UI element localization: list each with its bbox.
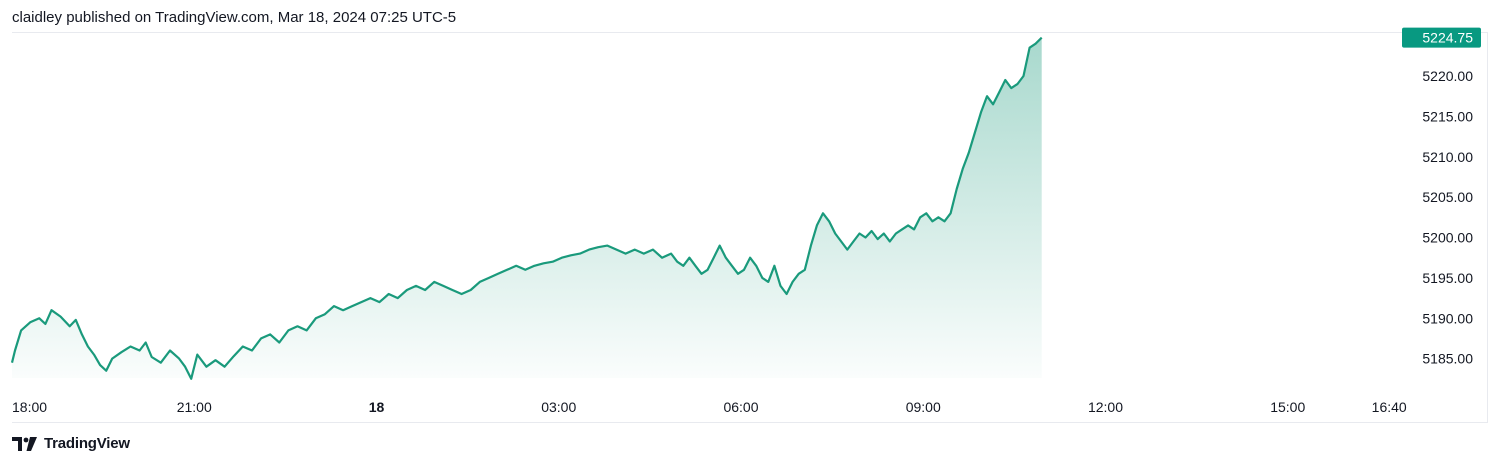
price-line xyxy=(10,36,1043,380)
chart-frame xyxy=(12,32,1488,423)
time-tick-label: 16:40 xyxy=(1372,399,1407,415)
current-price-badge: 5224.75 xyxy=(1402,27,1481,48)
time-tick-label: 18:00 xyxy=(12,399,47,415)
price-tick-label: 5220.00 xyxy=(1422,68,1473,84)
time-tick-label: 12:00 xyxy=(1088,399,1123,415)
time-tick-label: 06:00 xyxy=(723,399,758,415)
price-tick-label: 5200.00 xyxy=(1422,230,1473,246)
tradingview-logo-icon xyxy=(12,436,37,451)
brand-name: TradingView xyxy=(44,435,130,452)
price-area-fill xyxy=(12,37,1042,379)
time-tick-label: 09:00 xyxy=(906,399,941,415)
price-tick-label: 5205.00 xyxy=(1422,189,1473,205)
time-tick-label: 15:00 xyxy=(1270,399,1305,415)
price-tick-label: 5195.00 xyxy=(1422,270,1473,286)
time-tick-label: 18 xyxy=(369,399,385,415)
price-tick-label: 5190.00 xyxy=(1422,310,1473,326)
price-axis[interactable]: 5220.00 5215.00 5210.00 5205.00 5200.00 5195.… xyxy=(1422,68,1473,367)
price-tick-label: 5215.00 xyxy=(1422,108,1473,124)
time-tick-label: 21:00 xyxy=(177,399,212,415)
time-axis[interactable]: 18:00 21:00 18 03:00 06:00 09:00 12:00 15:00 16:… xyxy=(12,399,1407,415)
price-tick-label: 5210.00 xyxy=(1422,149,1473,165)
time-tick-label: 03:00 xyxy=(541,399,576,415)
current-price-label: 5224.75 xyxy=(1422,30,1473,46)
publish-info: claidley published on TradingView.com, M… xyxy=(12,9,457,26)
price-tick-label: 5185.00 xyxy=(1422,351,1473,367)
current-price-badge-bg xyxy=(1402,27,1481,48)
brand-footer[interactable]: TradingView xyxy=(12,435,130,452)
